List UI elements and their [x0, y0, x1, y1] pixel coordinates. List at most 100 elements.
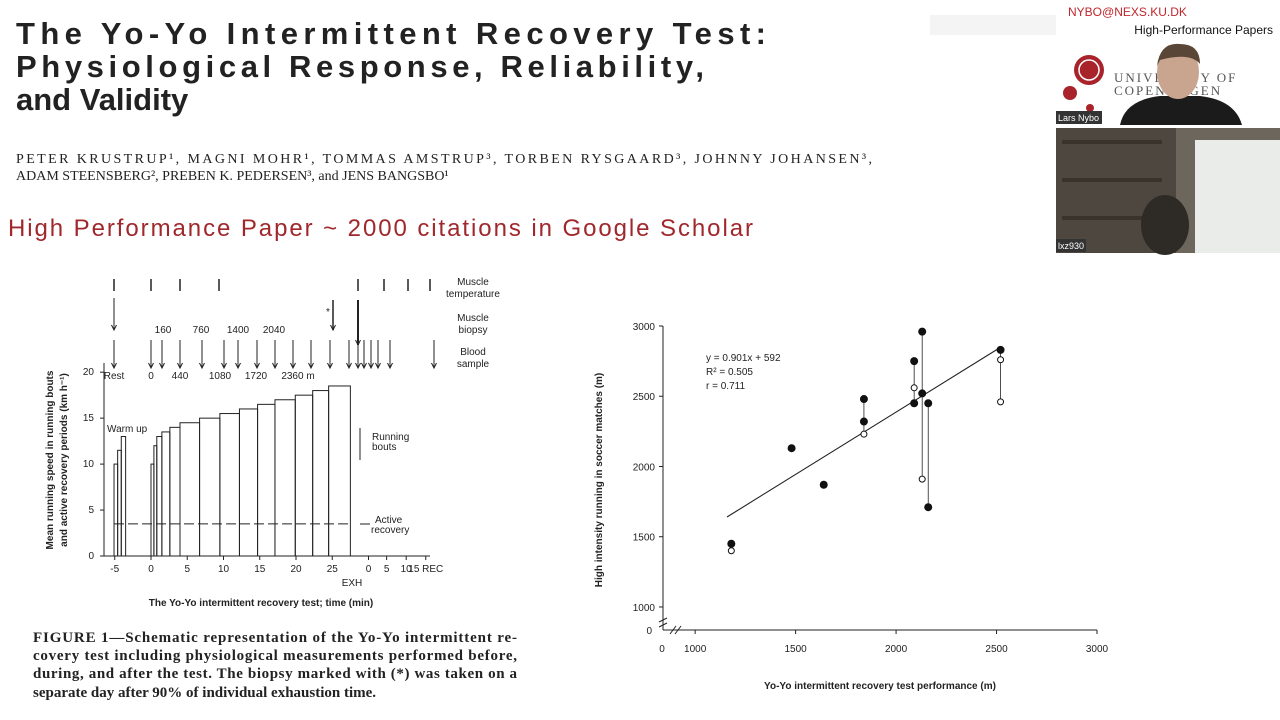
- point: [996, 345, 1005, 354]
- running-label: bouts: [372, 442, 396, 453]
- bar: [328, 385, 351, 557]
- point: [859, 395, 868, 404]
- y-axis-label: High intensity running in soccer matches…: [594, 373, 605, 587]
- warmup-label: Warm up: [107, 424, 148, 435]
- x-tick-label: 2500: [985, 644, 1008, 655]
- x-tick-label: 1000: [684, 644, 707, 655]
- x-axis-label: Yo-Yo intermittent recovery test perform…: [764, 681, 996, 692]
- arrow-head: [368, 362, 374, 370]
- point: [819, 480, 828, 489]
- x-tick-label: 10: [218, 564, 230, 575]
- arrow-head: [355, 362, 361, 370]
- distance: 1720: [245, 371, 268, 382]
- measurement-arrows: [111, 279, 437, 370]
- row-label: Blood: [460, 347, 486, 358]
- logo-dot: [1086, 104, 1094, 112]
- arrow-head: [308, 362, 314, 370]
- distance: 1400: [227, 325, 250, 336]
- distance: 0: [148, 371, 154, 382]
- point: [918, 327, 927, 336]
- arrow-head: [346, 362, 352, 370]
- x-tick-label: 15: [254, 564, 266, 575]
- window: [1195, 140, 1280, 253]
- toolbar-shadow: [930, 15, 1056, 35]
- x-tick-label: -5: [110, 564, 119, 575]
- equation: y = 0.901x + 592: [706, 353, 781, 364]
- row-label: sample: [457, 359, 490, 370]
- point: [997, 398, 1005, 406]
- point: [860, 430, 868, 438]
- x-tick-label: 3000: [1086, 644, 1109, 655]
- arrow-head: [254, 362, 260, 370]
- equation: r = 0.711: [706, 381, 745, 392]
- y-tick-label: 15: [83, 413, 95, 424]
- person-body: [1120, 96, 1242, 125]
- person-hair: [1157, 43, 1200, 66]
- logo-dot: [1063, 86, 1077, 100]
- name-tag: [1056, 239, 1086, 252]
- x-tick-label: 20: [290, 564, 302, 575]
- arrow-head: [199, 362, 205, 370]
- caption: during, and after the test. The biopsy m…: [33, 666, 518, 682]
- point: [924, 399, 933, 408]
- name-tag: [1056, 111, 1102, 124]
- y-tick-label: 20: [83, 367, 95, 378]
- arrow-head: [375, 362, 381, 370]
- y-tick-label: 1000: [633, 603, 656, 614]
- exh-label: EXH: [342, 578, 363, 589]
- x-tick-label: 0: [148, 564, 154, 575]
- x-tick-label: 0: [366, 564, 372, 575]
- y-axis-label: Mean running speed in running bouts: [45, 370, 56, 549]
- y-tick-label: 0: [88, 551, 94, 562]
- x-tick-label: 5: [184, 564, 190, 575]
- x-axis-label: The Yo-Yo intermittent recovery test; ti…: [149, 598, 373, 609]
- y-axis-label: and active recovery periods (km h⁻¹): [59, 373, 70, 547]
- paper-title: Physiological Response, Reliability,: [16, 49, 704, 84]
- distance: 160: [155, 325, 172, 336]
- email: NYBO@NEXS.KU.DK: [1068, 5, 1187, 19]
- biopsy-mark: *: [326, 307, 330, 318]
- authors: PETER KRUSTRUP¹, MAGNI MOHR¹, TOMMAS AMS…: [16, 152, 872, 167]
- arrow-head: [221, 362, 227, 370]
- shelf: [1062, 216, 1162, 220]
- row-label: temperature: [446, 289, 500, 300]
- point: [727, 547, 735, 555]
- paper-title: and Validity: [16, 82, 189, 117]
- origin-label: 0: [646, 626, 652, 637]
- arrow-head: [272, 362, 278, 370]
- arrow-head: [111, 324, 117, 332]
- point: [924, 503, 933, 512]
- arrow-head: [327, 362, 333, 370]
- point: [918, 475, 926, 483]
- subtitle: High Performance Paper ~ 2000 citations …: [8, 215, 753, 242]
- banner: High-Performance Papers: [1134, 23, 1273, 37]
- caption: separate day after 90% of individual exh…: [33, 685, 376, 701]
- x-tick-label: 25: [327, 564, 339, 575]
- participant-name: lxz930: [1058, 241, 1084, 251]
- row-label: Muscle: [457, 313, 489, 324]
- distance: 2040: [263, 325, 286, 336]
- shelf: [1062, 178, 1162, 182]
- distance: 440: [172, 371, 189, 382]
- person-head: [1141, 195, 1189, 255]
- arrow-head: [159, 362, 165, 370]
- point: [918, 389, 927, 398]
- logo: [1078, 59, 1100, 81]
- y-tick-label: 3000: [633, 322, 656, 333]
- rest-label: Rest: [104, 371, 125, 382]
- arrow-head: [361, 362, 367, 370]
- arrow-head: [431, 362, 437, 370]
- row-label: biopsy: [459, 325, 488, 336]
- origin-label: 0: [659, 644, 665, 655]
- y-tick-label: 2500: [633, 392, 656, 403]
- caption: FIGURE 1—Schematic representation of the…: [33, 630, 517, 646]
- person-head: [1157, 45, 1199, 99]
- authors: ADAM STEENSBERG², PREBEN K. PEDERSEN³, a…: [16, 169, 449, 184]
- arrow-head: [235, 362, 241, 370]
- x-tick-label: 15 REC: [408, 564, 443, 575]
- arrow-head: [290, 362, 296, 370]
- x-tick-label: 2000: [885, 644, 908, 655]
- point: [910, 384, 918, 392]
- distance: 760: [193, 325, 210, 336]
- shelf: [1062, 140, 1162, 144]
